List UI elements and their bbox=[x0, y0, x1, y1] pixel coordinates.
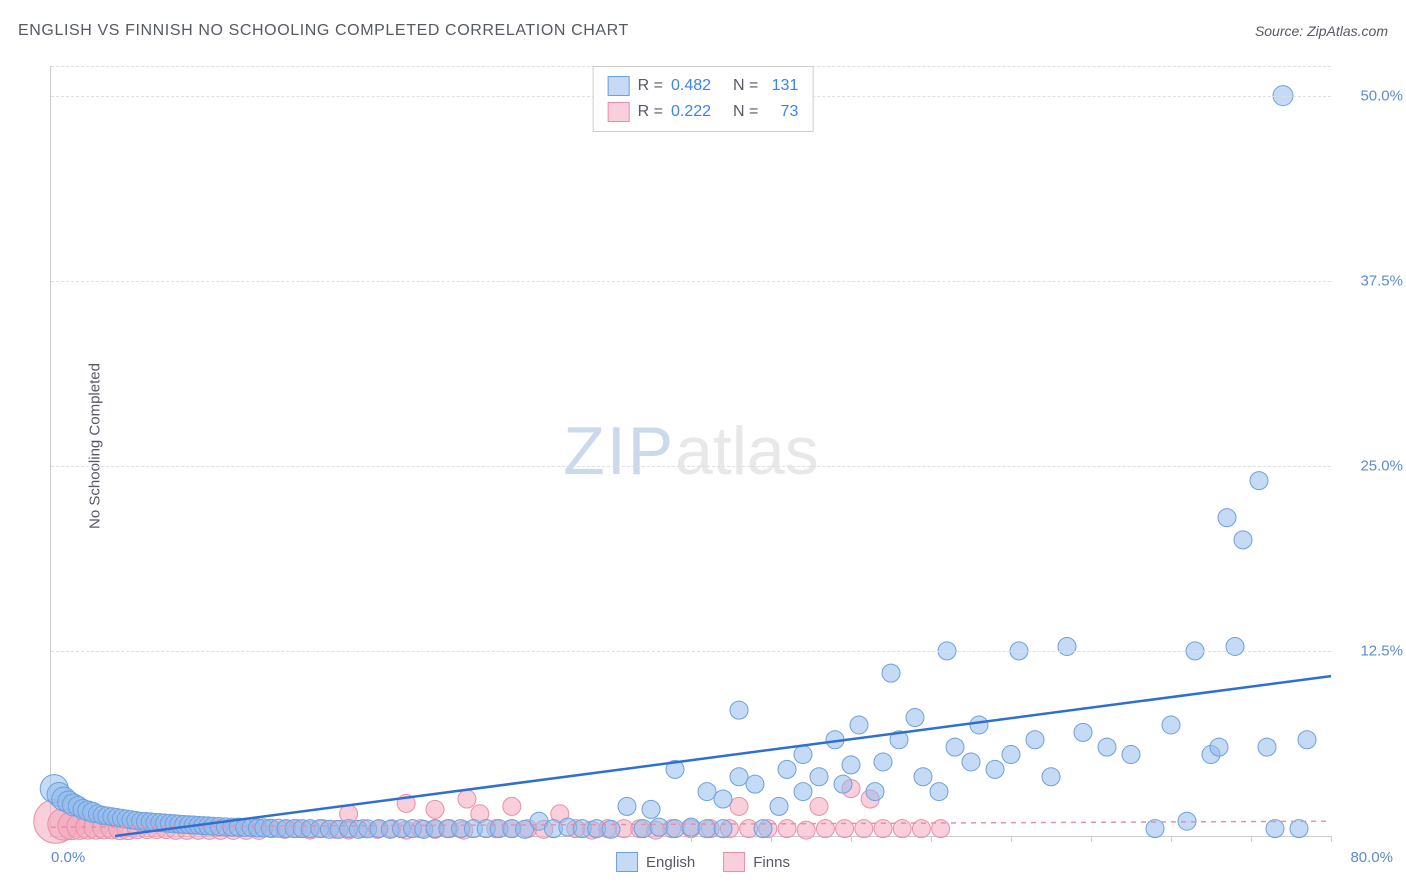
data-point bbox=[666, 820, 684, 838]
data-point bbox=[850, 716, 868, 734]
data-point bbox=[836, 820, 854, 838]
data-point bbox=[962, 753, 980, 771]
x-max-label: 80.0% bbox=[1350, 849, 1393, 866]
legend-swatch-english bbox=[616, 852, 638, 872]
legend-label-finns: Finns bbox=[753, 854, 790, 871]
plot-area: ZIPatlas 0.0% 80.0% 12.5%25.0%37.5%50.0% bbox=[50, 66, 1331, 837]
bottom-legend: English Finns bbox=[616, 852, 790, 872]
data-point bbox=[906, 709, 924, 727]
data-point bbox=[1074, 723, 1092, 741]
y-tick-label: 25.0% bbox=[1360, 457, 1403, 474]
chart-source: Source: ZipAtlas.com bbox=[1255, 23, 1388, 39]
gridline bbox=[51, 281, 1331, 282]
data-point bbox=[1026, 731, 1044, 749]
stats-swatch bbox=[608, 76, 630, 96]
data-point bbox=[1218, 509, 1236, 527]
data-point bbox=[1162, 716, 1180, 734]
data-point bbox=[810, 797, 828, 815]
x-tick bbox=[691, 836, 692, 842]
y-tick-label: 50.0% bbox=[1360, 87, 1403, 104]
data-point bbox=[1098, 738, 1116, 756]
x-tick bbox=[1251, 836, 1252, 842]
data-point bbox=[794, 746, 812, 764]
data-point bbox=[1258, 738, 1276, 756]
data-point bbox=[634, 820, 652, 838]
data-point bbox=[834, 775, 852, 793]
chart-title: ENGLISH VS FINNISH NO SCHOOLING COMPLETE… bbox=[18, 22, 629, 40]
data-point bbox=[970, 716, 988, 734]
data-point bbox=[1002, 746, 1020, 764]
data-point bbox=[770, 797, 788, 815]
x-tick bbox=[771, 836, 772, 842]
y-tick-label: 12.5% bbox=[1360, 642, 1403, 659]
data-point bbox=[602, 820, 620, 838]
data-point bbox=[816, 820, 834, 838]
gridline bbox=[51, 651, 1331, 652]
data-point bbox=[874, 820, 892, 838]
stats-row: R =0.482N =131 bbox=[608, 73, 799, 99]
legend-swatch-finns bbox=[723, 852, 745, 872]
data-point bbox=[642, 800, 660, 818]
data-point bbox=[426, 800, 444, 818]
data-point bbox=[1042, 768, 1060, 786]
y-tick-label: 37.5% bbox=[1360, 272, 1403, 289]
data-point bbox=[730, 701, 748, 719]
data-point bbox=[778, 760, 796, 778]
trend-line-english bbox=[115, 676, 1331, 836]
data-point bbox=[912, 820, 930, 838]
x-tick bbox=[1171, 836, 1172, 842]
data-point bbox=[730, 768, 748, 786]
data-point bbox=[746, 775, 764, 793]
data-point bbox=[914, 768, 932, 786]
gridline bbox=[51, 466, 1331, 467]
data-point bbox=[754, 820, 772, 838]
legend-label-english: English bbox=[646, 854, 695, 871]
data-point bbox=[1122, 746, 1140, 764]
data-point bbox=[618, 797, 636, 815]
stats-swatch bbox=[608, 102, 630, 122]
data-point bbox=[458, 790, 476, 808]
data-point bbox=[794, 783, 812, 801]
data-point bbox=[1058, 637, 1076, 655]
x-tick bbox=[931, 836, 932, 842]
data-point bbox=[986, 760, 1004, 778]
x-origin-label: 0.0% bbox=[51, 849, 85, 866]
data-point bbox=[1250, 472, 1268, 490]
data-point bbox=[698, 820, 716, 838]
data-point bbox=[866, 783, 884, 801]
data-point bbox=[698, 783, 716, 801]
data-point bbox=[842, 756, 860, 774]
data-point bbox=[714, 820, 732, 838]
data-point bbox=[1234, 531, 1252, 549]
legend-item-finns: Finns bbox=[723, 852, 790, 872]
data-point bbox=[1210, 738, 1228, 756]
data-point bbox=[1266, 820, 1284, 838]
data-point bbox=[893, 820, 911, 838]
data-point bbox=[1226, 637, 1244, 655]
data-point bbox=[874, 753, 892, 771]
stats-legend: R =0.482N =131R =0.222N =73 bbox=[593, 66, 814, 132]
chart-header: ENGLISH VS FINNISH NO SCHOOLING COMPLETE… bbox=[18, 22, 1388, 40]
data-point bbox=[503, 797, 521, 815]
data-point bbox=[930, 783, 948, 801]
stats-row: R =0.222N =73 bbox=[608, 99, 799, 125]
legend-item-english: English bbox=[616, 852, 695, 872]
data-point bbox=[682, 818, 700, 836]
data-point bbox=[650, 818, 668, 836]
data-point bbox=[778, 820, 796, 838]
x-tick bbox=[851, 836, 852, 842]
x-tick bbox=[1091, 836, 1092, 842]
data-point bbox=[882, 664, 900, 682]
data-point bbox=[810, 768, 828, 786]
data-point bbox=[946, 738, 964, 756]
x-tick bbox=[1331, 836, 1332, 842]
x-tick bbox=[1011, 836, 1012, 842]
chart-svg bbox=[51, 66, 1331, 836]
data-point bbox=[1298, 731, 1316, 749]
data-point bbox=[730, 797, 748, 815]
data-point bbox=[855, 820, 873, 838]
data-point bbox=[1290, 820, 1308, 838]
data-point bbox=[714, 790, 732, 808]
